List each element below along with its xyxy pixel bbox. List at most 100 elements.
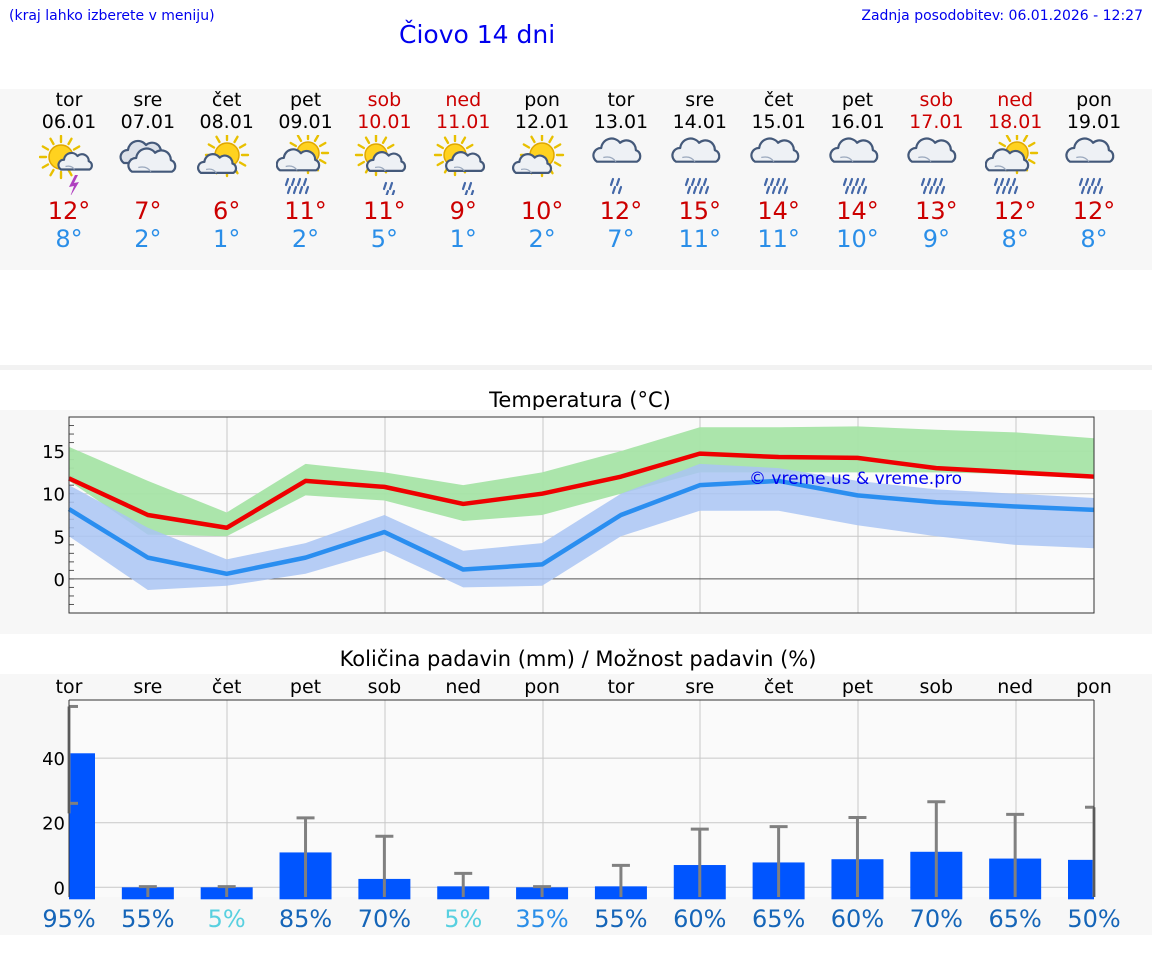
- sun-ray: [548, 135, 554, 144]
- sun-ray: [382, 136, 388, 145]
- cloud-rain-heavy-icon: [828, 137, 878, 195]
- sun-ray: [553, 143, 562, 149]
- day-date: 17.01: [909, 111, 964, 133]
- sun-ray: [553, 161, 562, 167]
- sun-ray: [214, 135, 221, 144]
- cloud-shape: [1065, 137, 1115, 163]
- day-name: tor: [55, 89, 83, 111]
- rain-drop: [765, 185, 770, 195]
- day-date: 07.01: [120, 111, 176, 133]
- rain-drop: [933, 177, 938, 187]
- precipitation-bar: [1068, 859, 1094, 900]
- rain-drop: [844, 185, 849, 195]
- cloud-shade: [603, 156, 617, 163]
- precipitation-probability: 70%: [910, 905, 963, 933]
- x-day-label: čet: [764, 676, 794, 698]
- min-range-band: [69, 463, 1094, 590]
- sun-rain-light-icon: [434, 135, 486, 195]
- sun-ray: [1028, 141, 1036, 148]
- forecast-day: ned 18.01 12° 8°: [975, 89, 1055, 253]
- sun-ray: [387, 143, 395, 150]
- sun-ray: [67, 137, 73, 146]
- precipitation-probability: 60%: [831, 905, 884, 933]
- y-tick-label: 0: [54, 570, 65, 591]
- temp-min: 9°: [922, 225, 950, 253]
- rain-drop: [856, 185, 861, 195]
- sun-ray: [313, 135, 319, 143]
- rain-drop: [302, 177, 307, 187]
- last-updated: Zadnja posodobitev: 06.01.2026 - 12:27: [861, 8, 1143, 24]
- day-name: sre: [133, 89, 163, 111]
- forecast-day: čet 08.01 6° 1°: [187, 89, 267, 253]
- sun-ray: [49, 168, 55, 177]
- cloud-shape: [127, 147, 177, 173]
- rain-drop: [1098, 185, 1104, 195]
- sun-ray: [289, 141, 297, 148]
- sun-ray: [318, 141, 327, 148]
- sun-ray: [530, 135, 536, 144]
- rain-drop: [929, 185, 934, 195]
- sun-ray: [1005, 135, 1012, 143]
- rain-drop: [996, 185, 1001, 195]
- day-name: sob: [919, 89, 954, 111]
- min-temperature-line: [67, 478, 1095, 577]
- partly-sunny-icon: [196, 135, 249, 178]
- location-hint: (kraj lahko izberete v meniju): [9, 8, 215, 24]
- cloud-rain-heavy-icon: [750, 137, 799, 195]
- rain-drop: [1000, 177, 1005, 187]
- temp-max: 12°: [599, 197, 643, 225]
- precipitation-probability: 95%: [42, 905, 95, 933]
- cloud-shade: [521, 168, 532, 174]
- page-title: Čiovo 14 dni: [399, 20, 556, 49]
- partly-sunny-icon: [196, 135, 249, 178]
- cloud-shade: [994, 165, 1007, 171]
- rain-drop: [464, 189, 469, 195]
- temp-max: 10°: [520, 197, 564, 225]
- x-day-label: sob: [368, 676, 402, 698]
- day-name: čet: [211, 89, 242, 111]
- precipitation-bar: [69, 753, 95, 900]
- temp-max: 6°: [213, 197, 241, 225]
- forecast-day: čet 15.01 14° 11°: [739, 89, 819, 253]
- rain-drop: [1008, 185, 1013, 195]
- forecast-day: pet 16.01 14° 10°: [818, 89, 898, 253]
- y-tick-label: 40: [42, 749, 65, 770]
- rain-drop: [609, 177, 615, 187]
- day-name: pon: [524, 89, 560, 111]
- rain-drop: [1002, 185, 1007, 195]
- day-date: 06.01: [41, 111, 97, 133]
- temp-min: 11°: [757, 225, 800, 253]
- cloud-rain-heavy-icon: [671, 137, 721, 195]
- temp-min: 11°: [678, 225, 722, 253]
- rain-drop: [698, 185, 703, 195]
- rain-drop: [296, 177, 301, 187]
- precipitation-probability: 55%: [121, 905, 174, 933]
- day-date: 14.01: [672, 111, 727, 133]
- precipitation-probability: 60%: [673, 905, 726, 933]
- sun-rain-heavy-icon: [985, 135, 1039, 195]
- rain-drop: [1006, 177, 1011, 187]
- y-tick-label: 0: [54, 878, 65, 899]
- cloud-rain-heavy-icon: [828, 137, 878, 195]
- cloud-shape: [592, 137, 642, 163]
- temp-max: 11°: [284, 197, 327, 225]
- day-date: 09.01: [278, 111, 333, 133]
- rain-drop: [850, 185, 855, 195]
- precipitation-probability: 5%: [208, 905, 246, 933]
- rain-drop: [862, 185, 867, 195]
- rain-drop: [290, 177, 295, 187]
- cloud-shape: [366, 151, 407, 172]
- lightning-bolt: [69, 175, 79, 195]
- forecast-day: ned 11.01 9° 1°: [423, 89, 503, 253]
- temperature-chart-title: Temperatura (°C): [489, 388, 671, 412]
- rain-drop: [462, 181, 467, 191]
- cloudy-icon: [119, 139, 177, 173]
- rain-drop: [286, 185, 291, 195]
- rain-drop: [684, 177, 689, 187]
- rain-drop: [298, 185, 303, 195]
- day-name: ned: [445, 89, 482, 111]
- day-date: 13.01: [593, 111, 649, 133]
- y-tick-label: 20: [42, 814, 65, 835]
- sun-rain-light-icon: [434, 135, 486, 195]
- day-date: 15.01: [751, 111, 806, 133]
